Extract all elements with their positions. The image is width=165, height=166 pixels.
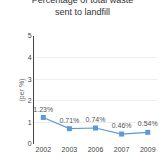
svg-text:2009: 2009 — [140, 146, 156, 153]
svg-text:0.71%: 0.71% — [59, 117, 79, 124]
svg-text:Percentage of total wastesent: Percentage of total wastesent to landfil… — [32, 0, 134, 17]
svg-text:0.46%: 0.46% — [112, 122, 132, 129]
svg-text:0.74%: 0.74% — [86, 116, 106, 123]
svg-text:1.23%: 1.23% — [33, 106, 53, 113]
svg-text:3: 3 — [28, 76, 32, 83]
svg-text:(per %): (per %) — [18, 79, 26, 102]
svg-text:0: 0 — [28, 140, 32, 147]
svg-text:2: 2 — [28, 97, 32, 104]
svg-text:2002: 2002 — [35, 146, 51, 153]
svg-text:2007: 2007 — [114, 146, 130, 153]
svg-text:0.54%: 0.54% — [138, 120, 158, 127]
svg-text:2006: 2006 — [88, 146, 104, 153]
svg-text:4: 4 — [28, 54, 32, 61]
svg-text:2003: 2003 — [62, 146, 78, 153]
svg-text:1: 1 — [28, 119, 32, 126]
svg-text:5: 5 — [28, 32, 32, 39]
